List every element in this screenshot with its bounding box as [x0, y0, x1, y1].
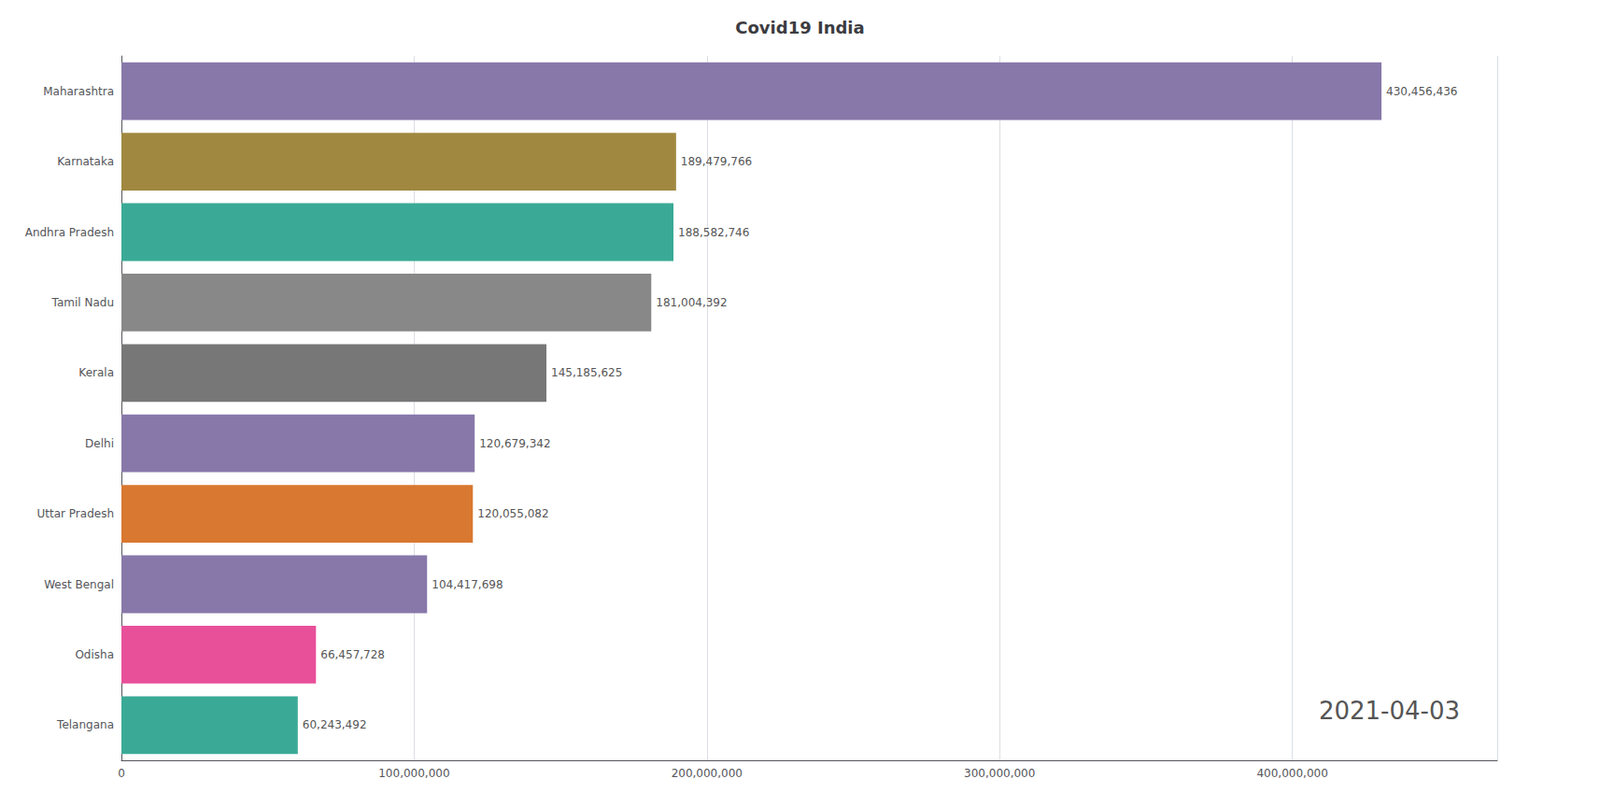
svg-text:100,000,000: 100,000,000	[378, 766, 450, 780]
svg-text:60,243,492: 60,243,492	[302, 718, 368, 732]
svg-text:66,457,728: 66,457,728	[320, 648, 385, 662]
svg-text:400,000,000: 400,000,000	[1256, 766, 1328, 780]
svg-text:Covid19 India: Covid19 India	[735, 17, 864, 38]
svg-text:0: 0	[117, 766, 126, 780]
svg-text:Tamil Nadu: Tamil Nadu	[51, 296, 114, 310]
svg-text:Maharashtra: Maharashtra	[42, 84, 114, 99]
svg-text:Kerala: Kerala	[78, 366, 114, 380]
svg-text:Delhi: Delhi	[84, 437, 114, 451]
svg-text:120,055,082: 120,055,082	[477, 507, 549, 521]
svg-text:Andhra Pradesh: Andhra Pradesh	[25, 226, 114, 240]
svg-text:2021-04-03: 2021-04-03	[1318, 696, 1460, 725]
svg-text:181,004,392: 181,004,392	[655, 296, 727, 310]
svg-text:West Bengal: West Bengal	[43, 578, 114, 592]
svg-text:189,479,766: 189,479,766	[680, 155, 752, 169]
svg-text:300,000,000: 300,000,000	[963, 766, 1035, 780]
svg-text:188,582,746: 188,582,746	[678, 226, 750, 240]
svg-text:120,679,342: 120,679,342	[479, 437, 551, 451]
svg-text:430,456,436: 430,456,436	[1386, 84, 1458, 99]
svg-text:200,000,000: 200,000,000	[671, 766, 743, 780]
svg-text:Telangana: Telangana	[56, 718, 114, 732]
svg-text:104,417,698: 104,417,698	[431, 578, 503, 592]
svg-text:Karnataka: Karnataka	[56, 155, 114, 169]
svg-text:Uttar Pradesh: Uttar Pradesh	[37, 507, 114, 521]
svg-text:Odisha: Odisha	[74, 648, 114, 662]
svg-text:145,185,625: 145,185,625	[551, 366, 623, 380]
